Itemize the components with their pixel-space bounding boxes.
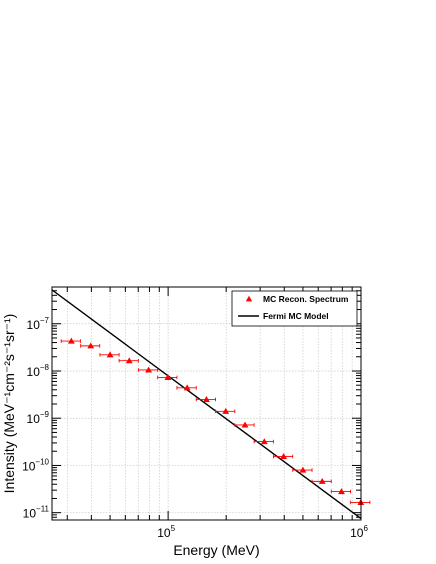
plot-frame	[51, 286, 362, 521]
data-point	[157, 374, 178, 380]
triangle-marker	[67, 337, 75, 344]
triangle-marker	[125, 357, 133, 364]
triangle-marker	[280, 453, 288, 460]
data-point	[311, 477, 332, 484]
tick-labels: 105 106 10−7 10−8 10−9 10−10 10−11	[22, 316, 368, 540]
data-point	[234, 421, 255, 428]
data-point	[253, 438, 274, 445]
legend: MC Recon. Spectrum Fermi MC Model	[231, 290, 358, 327]
triangle-marker	[183, 384, 191, 391]
triangle-marker	[318, 477, 326, 484]
y-tick-label: 10−10	[22, 457, 49, 473]
legend-label-model: Fermi MC Model	[263, 311, 329, 321]
legend-label-recon: MC Recon. Spectrum	[263, 294, 349, 304]
triangle-marker	[222, 407, 230, 414]
triangle-marker	[299, 466, 307, 473]
legend-box	[231, 290, 358, 327]
triangle-marker	[87, 342, 95, 349]
x-tick-label: 105	[157, 524, 175, 540]
y-tick-label: 10−7	[27, 316, 50, 332]
data-point	[195, 396, 216, 402]
data-point	[137, 366, 159, 373]
model-line-layer	[52, 289, 361, 520]
data-point	[350, 499, 371, 505]
data-point	[215, 407, 236, 414]
model-line	[52, 289, 361, 520]
data-point	[118, 357, 139, 364]
triangle-marker	[164, 374, 172, 380]
data-point	[330, 488, 352, 495]
x-axis-label: Energy (MeV)	[173, 542, 259, 558]
data-point	[292, 466, 313, 473]
data-point	[176, 384, 197, 391]
points-layer	[60, 337, 371, 505]
grid	[52, 287, 362, 520]
triangle-marker	[145, 366, 152, 373]
x-tick-label: 106	[350, 524, 368, 540]
triangle-marker	[106, 351, 114, 358]
data-point	[272, 453, 294, 460]
triangle-marker	[203, 396, 210, 402]
triangle-marker	[241, 421, 249, 428]
y-tick-label: 10−8	[27, 363, 50, 379]
data-point	[80, 342, 101, 349]
y-tick-label: 10−9	[27, 410, 50, 426]
y-tick-label: 10−11	[23, 505, 50, 521]
data-point	[60, 337, 81, 344]
triangle-marker	[260, 438, 268, 445]
legend-marker-recon	[245, 295, 253, 302]
data-point	[99, 351, 120, 358]
triangle-marker	[338, 488, 345, 495]
ticks	[52, 286, 362, 521]
y-axis-label: Intensity (MeV⁻¹cm⁻²s⁻¹sr⁻¹)	[1, 314, 17, 494]
